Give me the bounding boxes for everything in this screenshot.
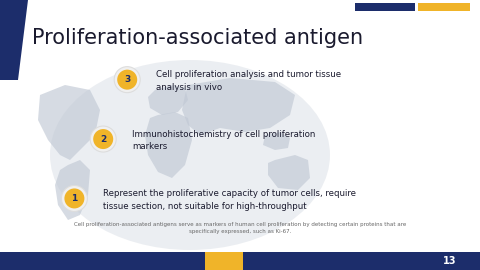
- Circle shape: [93, 129, 113, 149]
- Polygon shape: [0, 0, 28, 80]
- Polygon shape: [145, 112, 192, 178]
- Text: Represent the proliferative capacity of tumor cells, require
tissue section, not: Represent the proliferative capacity of …: [103, 189, 356, 211]
- Text: 3: 3: [124, 75, 131, 84]
- Polygon shape: [268, 155, 310, 190]
- Bar: [0, 252, 480, 270]
- Text: 13: 13: [443, 256, 457, 266]
- Circle shape: [117, 70, 137, 90]
- Bar: [205, 252, 243, 270]
- Polygon shape: [148, 85, 188, 115]
- Polygon shape: [263, 132, 290, 150]
- Text: Immunohistochemistry of cell proliferation
markers: Immunohistochemistry of cell proliferati…: [132, 130, 315, 151]
- Polygon shape: [182, 78, 295, 135]
- Text: Proliferation-associated antigen: Proliferation-associated antigen: [32, 28, 363, 48]
- Text: 2: 2: [100, 134, 107, 144]
- Bar: [355, 3, 415, 11]
- Text: Cell proliferation analysis and tumor tissue
analysis in vivo: Cell proliferation analysis and tumor ti…: [156, 70, 341, 92]
- Circle shape: [61, 185, 87, 211]
- Circle shape: [90, 126, 116, 152]
- Ellipse shape: [50, 60, 330, 250]
- Circle shape: [64, 188, 84, 208]
- Circle shape: [114, 67, 140, 93]
- Text: 1: 1: [71, 194, 78, 203]
- Text: Cell proliferation-associated antigens serve as markers of human cell proliferat: Cell proliferation-associated antigens s…: [74, 222, 406, 234]
- Bar: [418, 3, 470, 11]
- Polygon shape: [38, 85, 100, 160]
- Polygon shape: [55, 160, 90, 220]
